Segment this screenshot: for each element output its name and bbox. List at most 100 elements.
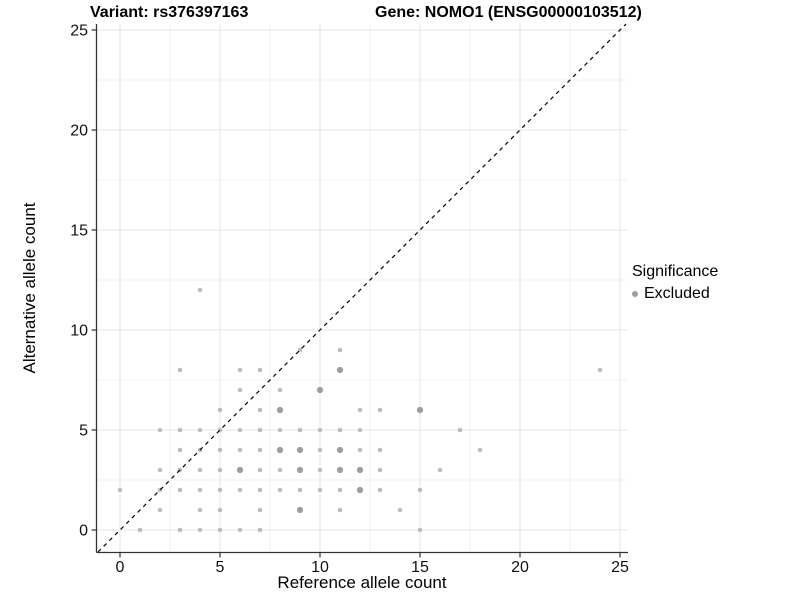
data-point <box>277 387 283 393</box>
data-point <box>237 487 243 493</box>
data-point <box>217 467 223 473</box>
data-point <box>417 527 423 533</box>
data-point <box>337 427 343 433</box>
data-point <box>297 487 303 493</box>
y-tick-label: 5 <box>79 423 88 440</box>
y-tick-label: 0 <box>79 523 88 540</box>
y-tick-label: 25 <box>70 23 88 40</box>
data-point <box>377 447 383 453</box>
x-tick-label: 15 <box>411 559 429 576</box>
plot-title-variant: Variant: rs376397163 <box>90 4 249 21</box>
data-point <box>356 486 364 494</box>
legend: Significance Excluded <box>632 263 718 303</box>
data-point <box>357 447 363 453</box>
x-tick-label: 20 <box>511 559 529 576</box>
data-point <box>416 406 424 414</box>
x-axis-title: Reference allele count <box>277 573 447 592</box>
y-axis-title: Alternative allele count <box>20 202 39 374</box>
x-tick-label: 0 <box>116 559 125 576</box>
data-point <box>597 367 603 373</box>
data-point <box>177 487 183 493</box>
data-point <box>237 367 243 373</box>
data-point <box>276 446 284 454</box>
data-point <box>217 507 223 513</box>
legend-item-label: Excluded <box>644 285 710 302</box>
data-point <box>257 407 263 413</box>
data-point <box>337 347 343 353</box>
data-point <box>317 427 323 433</box>
y-tick-label: 20 <box>70 123 88 140</box>
data-point <box>257 467 263 473</box>
data-point <box>177 427 183 433</box>
data-point <box>336 446 344 454</box>
data-point <box>217 447 223 453</box>
data-point <box>117 487 123 493</box>
y-tick-label: 15 <box>70 223 88 240</box>
data-point <box>417 487 423 493</box>
data-point <box>157 427 163 433</box>
data-point <box>317 447 323 453</box>
data-point <box>316 386 324 394</box>
data-point <box>237 427 243 433</box>
data-point <box>197 507 203 513</box>
data-point <box>317 487 323 493</box>
data-point <box>257 367 263 373</box>
data-point <box>177 527 183 533</box>
data-point <box>377 407 383 413</box>
data-point <box>337 507 343 513</box>
legend-title: Significance <box>632 263 719 280</box>
data-point <box>217 527 223 533</box>
data-point <box>336 366 344 374</box>
data-point <box>397 507 403 513</box>
data-point <box>197 427 203 433</box>
data-point <box>357 427 363 433</box>
data-point <box>317 467 323 473</box>
data-point <box>217 407 223 413</box>
data-point <box>296 466 304 474</box>
data-point <box>197 467 203 473</box>
data-point <box>377 487 383 493</box>
data-point <box>257 447 263 453</box>
identity-line <box>97 23 627 553</box>
data-point <box>237 447 243 453</box>
data-point <box>477 447 483 453</box>
data-point <box>157 467 163 473</box>
data-point <box>337 487 343 493</box>
data-point <box>437 467 443 473</box>
data-point <box>297 427 303 433</box>
data-point <box>257 527 263 533</box>
data-point <box>357 407 363 413</box>
data-point <box>237 527 243 533</box>
data-point <box>137 527 143 533</box>
data-point <box>197 527 203 533</box>
data-point <box>457 427 463 433</box>
data-point <box>356 466 364 474</box>
data-point <box>296 506 304 514</box>
data-point <box>177 367 183 373</box>
data-point <box>297 347 303 353</box>
plot-title-gene: Gene: NOMO1 (ENSG00000103512) <box>375 4 642 21</box>
data-point <box>257 487 263 493</box>
data-point <box>277 467 283 473</box>
data-point <box>197 287 203 293</box>
data-point <box>197 487 203 493</box>
data-point <box>277 427 283 433</box>
data-point <box>377 467 383 473</box>
data-point <box>237 387 243 393</box>
data-point <box>336 466 344 474</box>
data-point <box>277 487 283 493</box>
x-tick-label: 5 <box>216 559 225 576</box>
y-tick-label: 10 <box>70 323 88 340</box>
data-point <box>296 446 304 454</box>
x-tick-label: 10 <box>311 559 329 576</box>
data-point <box>257 427 263 433</box>
data-point <box>236 466 244 474</box>
data-point <box>157 507 163 513</box>
data-point <box>276 406 284 414</box>
data-point <box>217 487 223 493</box>
legend-point-icon <box>632 291 638 297</box>
data-point <box>257 507 263 513</box>
data-point <box>177 447 183 453</box>
